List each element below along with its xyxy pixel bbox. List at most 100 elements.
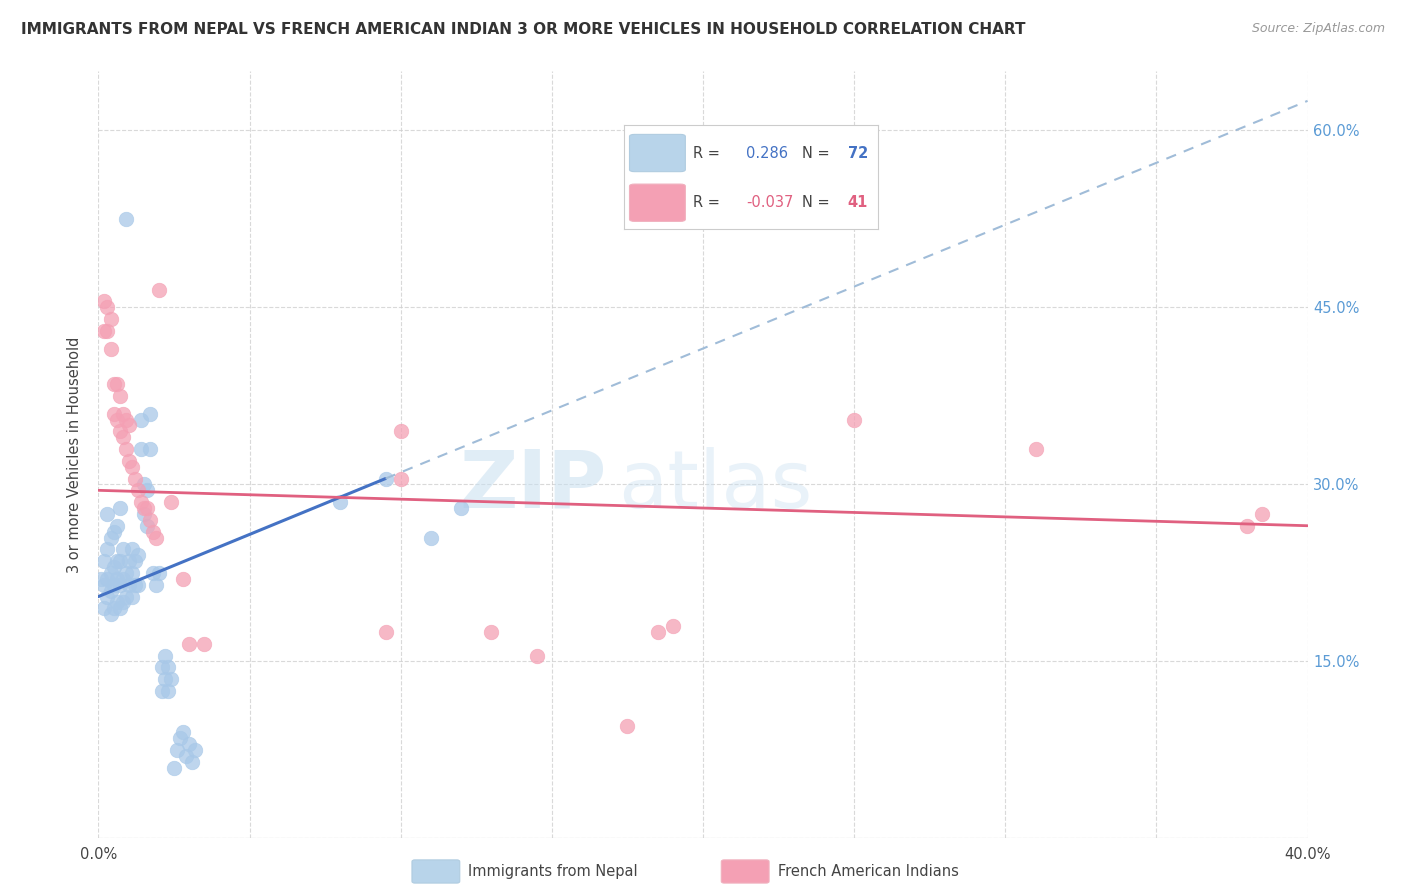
Point: [150, 660, 173, 674]
Point: [172, 725, 194, 739]
Point: [142, 524, 165, 539]
Point: [139, 407, 162, 421]
Point: [108, 554, 131, 568]
Point: [450, 501, 472, 516]
Point: [127, 548, 149, 562]
Point: [127, 483, 149, 498]
Point: [103, 407, 125, 421]
Point: [118, 418, 141, 433]
Text: atlas: atlas: [619, 447, 813, 524]
Point: [124, 471, 146, 485]
Point: [129, 412, 152, 426]
Point: [118, 554, 141, 568]
Point: [616, 719, 638, 733]
Point: [96, 507, 118, 521]
Point: [156, 660, 179, 674]
Point: [127, 578, 149, 592]
Text: ZIP: ZIP: [458, 447, 606, 524]
Point: [139, 442, 162, 456]
Point: [93, 294, 115, 309]
Point: [160, 495, 183, 509]
Point: [108, 501, 131, 516]
Point: [156, 684, 179, 698]
Point: [103, 524, 125, 539]
Point: [105, 572, 128, 586]
Point: [105, 377, 128, 392]
Point: [374, 624, 396, 639]
Point: [103, 601, 125, 615]
Point: [124, 554, 146, 568]
Point: [481, 624, 503, 639]
Point: [661, 619, 683, 633]
Point: [142, 566, 165, 580]
Point: [420, 531, 443, 545]
Point: [1236, 518, 1258, 533]
Point: [103, 560, 125, 574]
Point: [153, 648, 176, 663]
Point: [118, 578, 141, 592]
Point: [93, 578, 115, 592]
Point: [118, 454, 141, 468]
Point: [93, 554, 115, 568]
Point: [844, 412, 866, 426]
Text: Source: ZipAtlas.com: Source: ZipAtlas.com: [1251, 22, 1385, 36]
Point: [114, 412, 136, 426]
Point: [108, 389, 131, 403]
Point: [114, 211, 136, 226]
Point: [100, 566, 122, 580]
Point: [108, 578, 131, 592]
Point: [148, 283, 170, 297]
Point: [111, 407, 134, 421]
Point: [132, 501, 155, 516]
Point: [139, 513, 162, 527]
Point: [96, 590, 118, 604]
Point: [374, 471, 396, 485]
Point: [121, 542, 143, 557]
Point: [105, 412, 128, 426]
Point: [96, 572, 118, 586]
Point: [96, 324, 118, 338]
Point: [526, 648, 548, 663]
Point: [129, 442, 152, 456]
Point: [124, 578, 146, 592]
Point: [105, 518, 128, 533]
Point: [179, 737, 201, 751]
Point: [1251, 507, 1274, 521]
Point: [96, 301, 118, 315]
Point: [111, 542, 134, 557]
Point: [103, 578, 125, 592]
Point: [1024, 442, 1046, 456]
Point: [100, 531, 122, 545]
Point: [132, 477, 155, 491]
Point: [135, 518, 157, 533]
Point: [100, 312, 122, 326]
Point: [93, 601, 115, 615]
Point: [135, 483, 157, 498]
Point: [181, 755, 204, 769]
Point: [389, 471, 412, 485]
Y-axis label: 3 or more Vehicles in Household: 3 or more Vehicles in Household: [67, 337, 83, 573]
Point: [135, 501, 157, 516]
Point: [100, 607, 122, 622]
Point: [111, 595, 134, 609]
Point: [166, 743, 188, 757]
Point: [163, 761, 186, 775]
Point: [174, 748, 197, 763]
Point: [111, 430, 134, 444]
Point: [93, 324, 115, 338]
Point: [193, 637, 215, 651]
Point: [103, 377, 125, 392]
Point: [129, 495, 152, 509]
Text: French American Indians: French American Indians: [778, 864, 959, 879]
Point: [145, 578, 167, 592]
Point: [121, 566, 143, 580]
Point: [100, 342, 122, 356]
Point: [160, 672, 183, 686]
Point: [153, 672, 176, 686]
Point: [90, 572, 112, 586]
Point: [111, 572, 134, 586]
Point: [100, 583, 122, 598]
Point: [121, 459, 143, 474]
Point: [179, 637, 201, 651]
Point: [96, 542, 118, 557]
